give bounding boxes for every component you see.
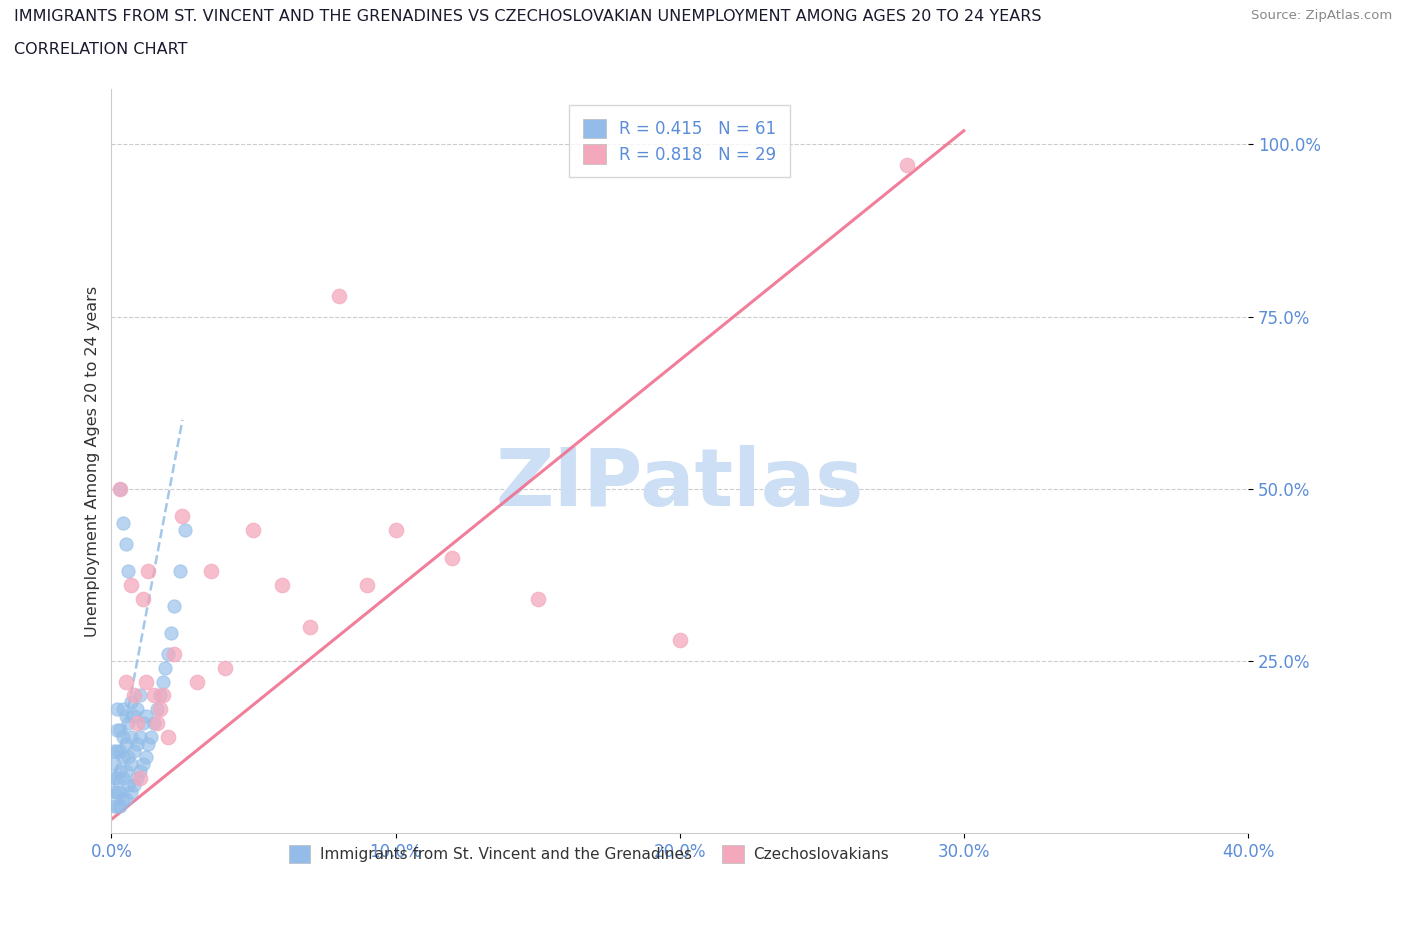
Point (131, 715, 153, 730)
Y-axis label: Unemployment Among Ages 20 to 24 years: Unemployment Among Ages 20 to 24 years (86, 286, 100, 637)
Text: CORRELATION CHART: CORRELATION CHART (14, 42, 187, 57)
Point (122, 777, 145, 792)
Point (108, 482, 131, 497)
Point (299, 619, 322, 634)
Point (138, 737, 160, 751)
Text: Source: ZipAtlas.com: Source: ZipAtlas.com (1251, 9, 1392, 22)
Point (146, 715, 169, 730)
Point (163, 599, 186, 614)
Point (111, 702, 134, 717)
Point (146, 702, 169, 717)
Point (149, 688, 172, 703)
Text: IMMIGRANTS FROM ST. VINCENT AND THE GRENADINES VS CZECHOSLOVAKIAN UNEMPLOYMENT A: IMMIGRANTS FROM ST. VINCENT AND THE GREN… (14, 9, 1042, 24)
Point (186, 674, 208, 689)
Point (174, 523, 197, 538)
Point (125, 737, 148, 751)
Point (114, 791, 136, 806)
Point (526, 591, 548, 606)
Point (103, 784, 125, 799)
Point (105, 702, 128, 717)
Point (105, 798, 128, 813)
Point (114, 709, 136, 724)
Point (152, 674, 174, 689)
Point (117, 777, 139, 792)
Point (134, 709, 156, 724)
Point (160, 626, 183, 641)
Point (114, 737, 136, 751)
Point (120, 578, 142, 592)
Point (117, 564, 139, 578)
Point (157, 729, 180, 744)
Point (122, 743, 145, 758)
Point (111, 791, 134, 806)
Point (111, 516, 134, 531)
Point (441, 551, 464, 565)
Point (172, 509, 194, 524)
Point (103, 771, 125, 786)
Point (125, 771, 148, 786)
Point (105, 771, 128, 786)
Point (120, 757, 142, 772)
Point (149, 702, 172, 717)
Point (384, 523, 406, 538)
Point (108, 764, 131, 778)
Point (134, 674, 156, 689)
Point (128, 764, 150, 778)
Point (125, 702, 148, 717)
Point (117, 750, 139, 764)
Point (105, 723, 128, 737)
Point (242, 523, 264, 538)
Point (356, 578, 378, 592)
Point (328, 288, 350, 303)
Point (122, 709, 145, 724)
Point (111, 771, 134, 786)
Point (105, 743, 128, 758)
Point (131, 757, 153, 772)
Point (120, 784, 142, 799)
Point (114, 537, 136, 551)
Point (103, 757, 125, 772)
Point (103, 798, 125, 813)
Point (105, 784, 128, 799)
Point (138, 564, 160, 578)
Point (200, 564, 222, 578)
Point (134, 750, 156, 764)
Point (143, 688, 166, 703)
Text: ZIPatlas: ZIPatlas (495, 445, 863, 523)
Point (155, 660, 177, 675)
Point (108, 723, 131, 737)
Point (114, 674, 136, 689)
Point (169, 564, 191, 578)
Point (103, 743, 125, 758)
Point (125, 715, 148, 730)
Point (214, 660, 236, 675)
Point (120, 729, 142, 744)
Point (270, 578, 292, 592)
Point (108, 798, 131, 813)
Point (108, 743, 131, 758)
Point (114, 764, 136, 778)
Point (108, 482, 131, 497)
Point (141, 729, 163, 744)
Point (668, 633, 690, 648)
Point (111, 750, 134, 764)
Point (120, 695, 142, 710)
Point (108, 784, 131, 799)
Point (111, 729, 134, 744)
Point (163, 646, 186, 661)
Point (128, 729, 150, 744)
Point (896, 158, 918, 173)
Point (128, 771, 150, 786)
Point (152, 688, 174, 703)
Point (128, 688, 150, 703)
Point (157, 646, 180, 661)
Legend: Immigrants from St. Vincent and the Grenadines, Czechoslovakians: Immigrants from St. Vincent and the Gren… (281, 837, 896, 870)
Point (143, 715, 166, 730)
Point (131, 591, 153, 606)
Point (117, 715, 139, 730)
Point (122, 688, 145, 703)
